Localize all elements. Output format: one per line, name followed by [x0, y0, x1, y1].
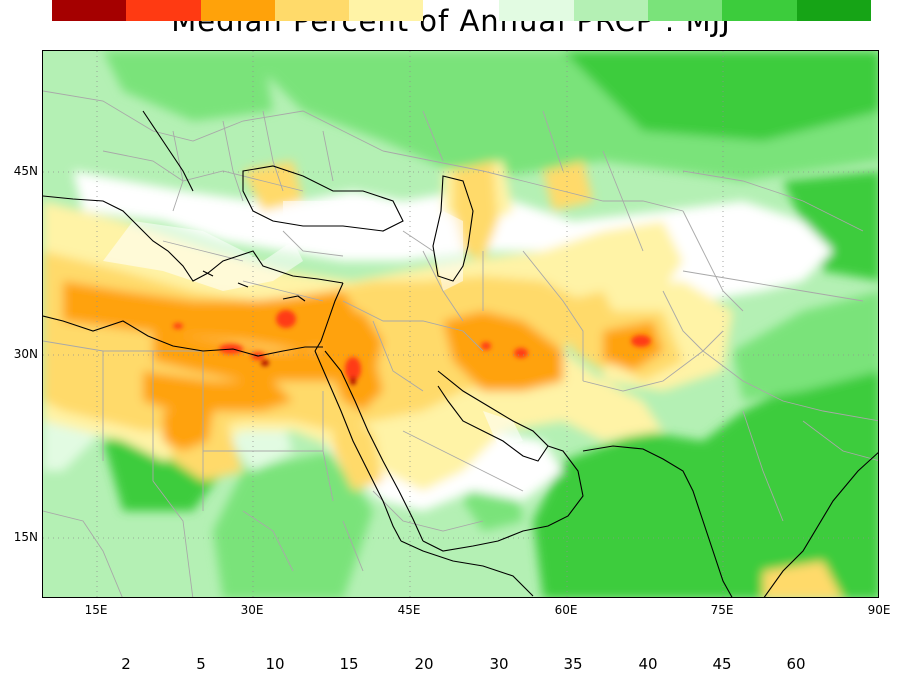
colorbar-label-5: 5: [196, 655, 206, 673]
colorbar-label-30: 30: [489, 655, 509, 673]
colorbar-label-15: 15: [339, 655, 359, 673]
lat-label-15n: 15N: [13, 530, 38, 544]
water-bodies: [103, 201, 523, 446]
colorbar-label-60: 60: [786, 655, 806, 673]
coastlines: [43, 110, 878, 597]
colorbar-label-2: 2: [121, 655, 131, 673]
colorbar-label-20: 20: [414, 655, 434, 673]
country-borders: [43, 90, 878, 597]
colorbar-swatch-dry-4: [349, 0, 423, 21]
lon-label-45e: 45E: [397, 603, 421, 617]
colorbar-swatch-dry-0: [52, 0, 126, 21]
colorbar-swatch-wet-2: [648, 0, 722, 21]
colorbar-label-35: 35: [563, 655, 583, 673]
lon-label-30e: 30E: [240, 603, 264, 617]
colorbar-swatch-dry-3: [275, 0, 349, 21]
lat-label-45n: 45N: [13, 164, 38, 178]
colorbar-swatch-wet-4: [797, 0, 871, 21]
colorbar-swatch-wet-3: [722, 0, 797, 21]
map-canvas: [43, 51, 878, 597]
lon-label-15e: 15E: [84, 603, 108, 617]
precip-field-extremes: [173, 310, 651, 385]
colorbar-swatch-dry-2: [201, 0, 275, 21]
colorbar-label-40: 40: [638, 655, 658, 673]
lon-label-75e: 75E: [710, 603, 734, 617]
lon-label-90e: 90E: [867, 603, 891, 617]
colorbar-label-10: 10: [265, 655, 285, 673]
colorbar-swatch-wet-1: [574, 0, 648, 21]
precipitation-map: [42, 50, 879, 598]
lon-label-60e: 60E: [554, 603, 578, 617]
colorbar-swatch-wet-0: [499, 0, 574, 21]
lat-label-30n: 30N: [13, 347, 38, 361]
colorbar-swatch-dry-1: [126, 0, 201, 21]
colorbar-label-45: 45: [712, 655, 732, 673]
